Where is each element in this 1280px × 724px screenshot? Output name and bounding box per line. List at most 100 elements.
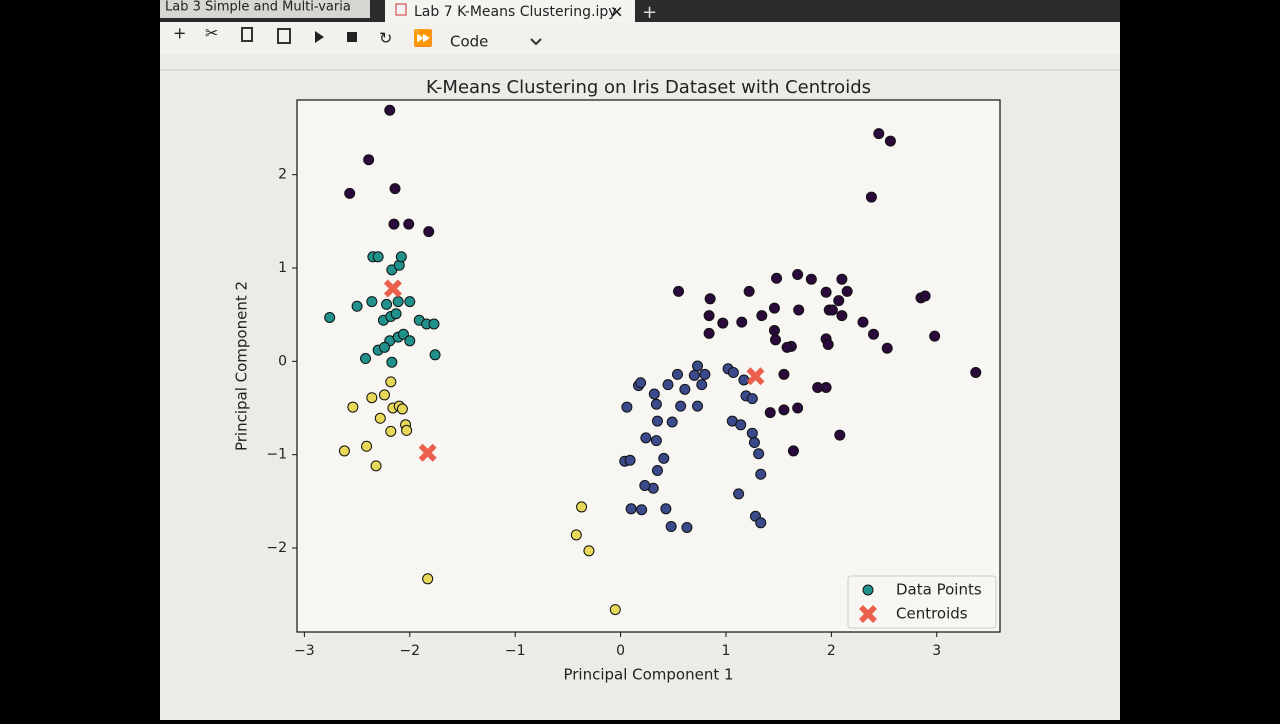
data-point (778, 368, 790, 380)
data-point (347, 401, 359, 413)
y-tick-label: 0 (278, 353, 287, 369)
data-point (363, 154, 375, 166)
data-point (429, 349, 441, 361)
x-tick-label: −2 (399, 643, 420, 659)
data-point (746, 427, 758, 439)
dropdown-arrow[interactable] (530, 38, 542, 46)
data-point (666, 416, 678, 428)
legend (847, 575, 997, 629)
data-point (746, 393, 758, 405)
data-point (366, 392, 378, 404)
data-point (755, 517, 767, 529)
data-point (733, 488, 745, 500)
data-point (884, 135, 896, 147)
data-point (625, 503, 637, 515)
data-point (703, 327, 715, 339)
data-point (681, 521, 693, 533)
data-point (826, 304, 838, 316)
cut[interactable]: ✂ (205, 24, 218, 43)
data-point (748, 437, 760, 449)
x-axis-label: Principal Component 1 (563, 666, 733, 684)
y-axis-label: Principal Component 2 (233, 281, 251, 451)
data-point (834, 429, 846, 441)
data-point (679, 383, 691, 395)
data-point (392, 296, 404, 308)
run-all[interactable]: ⏩ (413, 29, 433, 48)
data-point (787, 445, 799, 457)
data-point (423, 226, 435, 238)
data-point (648, 388, 660, 400)
legend-label: Data Points (896, 581, 982, 599)
data-point (743, 285, 755, 297)
data-point (919, 290, 931, 302)
y-tick-label: 2 (278, 167, 287, 183)
tab-title[interactable]: Lab 7 K-Means Clustering.ipy (414, 4, 617, 20)
data-point (692, 400, 704, 412)
data-point (621, 401, 633, 413)
data-point (820, 286, 832, 298)
tab[interactable] (160, 0, 370, 18)
data-point (651, 465, 663, 477)
data-point (378, 389, 390, 401)
data-point (768, 325, 780, 337)
tab-active[interactable] (385, 0, 635, 22)
toolbar-icons: + ✂ ↻ ⏩ (173, 24, 433, 48)
tab-close[interactable]: ✕ (610, 3, 623, 22)
legend-label: Centroids (896, 605, 968, 623)
data-point (768, 302, 780, 314)
data-point (395, 251, 407, 263)
data-point (792, 269, 804, 281)
data-point (735, 419, 747, 431)
data-point (370, 460, 382, 472)
data-point (381, 298, 393, 310)
tab-title[interactable]: Lab 3 Simple and Multi-varia (165, 0, 351, 15)
data-point (386, 356, 398, 368)
data-point (665, 521, 677, 533)
data-point (583, 545, 595, 557)
data-point (404, 296, 416, 308)
data-point (756, 310, 768, 322)
x-tick-label: 0 (616, 643, 625, 659)
copy[interactable] (241, 27, 253, 42)
paste[interactable] (277, 28, 291, 44)
tab-icon (395, 3, 407, 16)
centroid (418, 443, 437, 462)
data-point (390, 308, 402, 320)
run[interactable] (315, 31, 324, 43)
data-point (753, 448, 765, 460)
data-point (570, 529, 582, 541)
x-tick-label: −3 (294, 643, 315, 659)
stop[interactable] (347, 32, 357, 42)
data-point (970, 367, 982, 379)
data-point (422, 573, 434, 585)
data-point (764, 407, 776, 419)
cell-type[interactable]: Code (450, 33, 488, 51)
x-tick-label: 3 (932, 643, 941, 659)
data-point (360, 353, 372, 365)
data-point (338, 445, 350, 457)
data-point (781, 341, 793, 353)
data-point (640, 432, 652, 444)
new-tab[interactable]: + (642, 2, 657, 23)
y-tick-label: 1 (278, 260, 287, 276)
data-point (673, 285, 685, 297)
data-point (717, 317, 729, 329)
centroid (383, 279, 402, 298)
restart[interactable]: ↻ (379, 29, 392, 48)
data-point (650, 435, 662, 447)
legend-marker (862, 584, 874, 596)
data-point (833, 295, 845, 307)
data-point (658, 452, 670, 464)
data-point (361, 440, 373, 452)
data-point (624, 454, 636, 466)
data-point (372, 251, 384, 263)
x-tick-label: −1 (505, 643, 526, 659)
data-point (857, 316, 869, 328)
data-point (385, 376, 397, 388)
y-tick-label: −1 (266, 447, 287, 463)
data-point (344, 187, 356, 199)
insert-cell[interactable]: + (173, 24, 186, 43)
data-point (770, 334, 782, 346)
legend-marker (859, 605, 877, 623)
